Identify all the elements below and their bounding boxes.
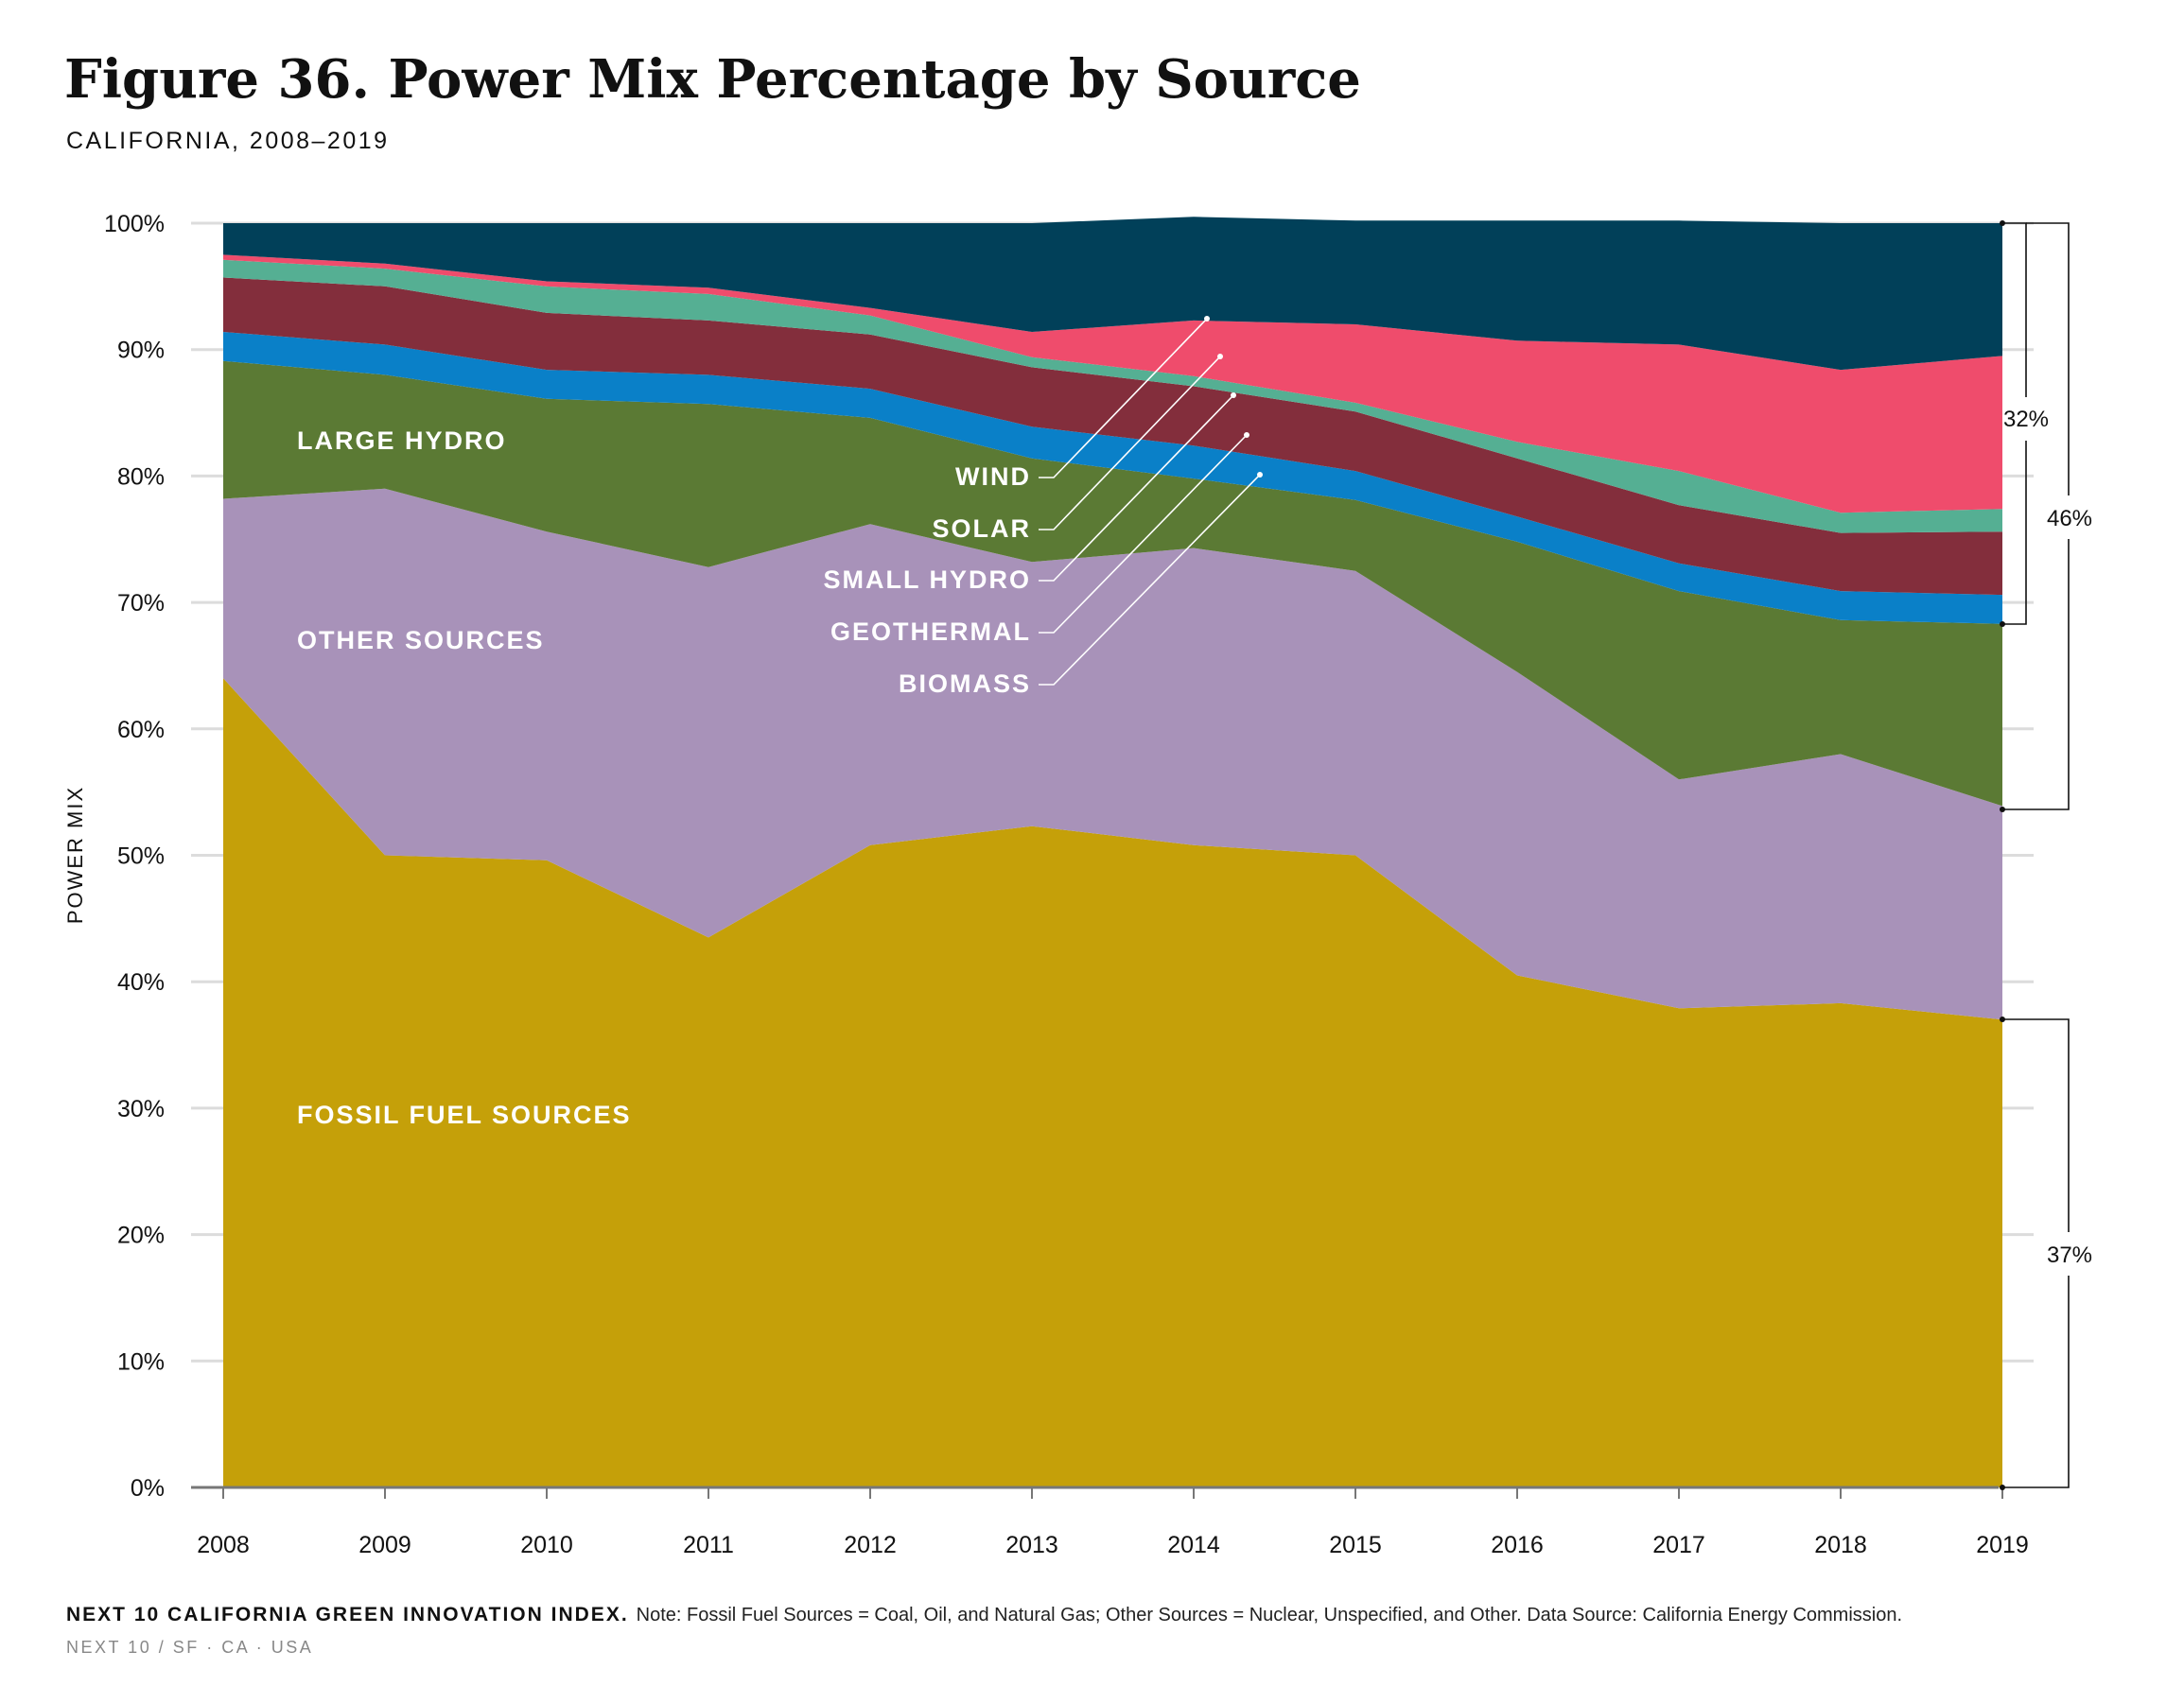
y-tick-label: 80%: [117, 463, 165, 490]
bracket-label-bg: [2043, 495, 2096, 539]
bracket-label-bottom: 37%: [2047, 1243, 2092, 1268]
stacked-areas: [223, 217, 2002, 1487]
callout-line-biomass: [1039, 474, 1261, 686]
y-tick-label: 70%: [117, 590, 165, 617]
y-tick-label: 60%: [117, 717, 165, 743]
callout-line-wind: [1039, 318, 1208, 478]
x-tick-label: 2008: [197, 1532, 250, 1558]
footer-org: NEXT 10 / SF · CA · USA: [66, 1638, 313, 1657]
x-tick-label: 2009: [358, 1532, 411, 1558]
callout-line-geothermal: [1039, 434, 1248, 634]
callouts: WIND SOLAR SMALL HYDRO GEOTHERMAL BIOMAS…: [823, 316, 1263, 698]
bracket-dot: [2000, 807, 2005, 812]
x-tick-label: 2019: [1976, 1532, 2029, 1558]
callout-biomass: BIOMASS: [899, 669, 1031, 698]
y-tick-label: 100%: [104, 211, 165, 237]
y-tick-label: 50%: [117, 843, 165, 870]
area-other-sources: [223, 488, 2002, 1020]
callout-dot-biomass: [1257, 472, 1263, 478]
area-geothermal: [223, 277, 2002, 596]
callout-line-small-hydro: [1039, 394, 1234, 582]
y-tick-label: 0%: [131, 1475, 165, 1502]
footer-note: Note: Fossil Fuel Sources = Coal, Oil, a…: [637, 1605, 1902, 1625]
area-large-hydro: [223, 360, 2002, 807]
x-tick-label: 2015: [1329, 1532, 1382, 1558]
chart-title: Figure 36. Power Mix Percentage by Sourc…: [64, 48, 1361, 111]
y-axis-ticks: 0% 10% 20% 30% 40% 50% 60% 70% 80% 90% 100%: [104, 211, 165, 1502]
x-tick-label: 2013: [1005, 1532, 1058, 1558]
callout-dot-solar: [1217, 354, 1223, 359]
bracket-label-bg: [2043, 1232, 2096, 1276]
area-solar: [223, 254, 2002, 513]
callout-geothermal: GEOTHERMAL: [830, 617, 1031, 646]
bracket-label-top: 32%: [2003, 407, 2049, 432]
area-biomass: [223, 332, 2002, 624]
x-tick-label: 2011: [683, 1532, 734, 1558]
x-tick-label: 2017: [1652, 1532, 1705, 1558]
callout-small-hydro: SMALL HYDRO: [823, 565, 1031, 594]
callout-line-solar: [1039, 356, 1221, 530]
y-tick-label: 10%: [117, 1348, 165, 1375]
y-tick-label: 90%: [117, 338, 165, 364]
x-tick-label: 2014: [1167, 1532, 1220, 1558]
x-tick-label: 2018: [1814, 1532, 1867, 1558]
footer-source: NEXT 10 CALIFORNIA GREEN INNOVATION INDE…: [66, 1604, 1902, 1625]
x-tick-label: 2012: [844, 1532, 897, 1558]
y-axis-label: POWER MIX: [63, 786, 87, 924]
bracket-label-middle: 46%: [2047, 506, 2092, 531]
callout-solar: SOLAR: [933, 514, 1032, 543]
bracket-label-bg: [2003, 397, 2049, 441]
x-tick-label: 2010: [520, 1532, 573, 1558]
callout-dot-small-hydro: [1231, 392, 1236, 398]
callout-dot-geothermal: [1244, 432, 1249, 438]
bracket-dot: [2000, 1017, 2005, 1022]
y-tick-label: 30%: [117, 1096, 165, 1122]
label-large-hydro: LARGE HYDRO: [297, 426, 507, 455]
y-tick-label: 40%: [117, 969, 165, 996]
area-wind: [223, 217, 2002, 371]
callout-wind: WIND: [955, 462, 1031, 491]
chart-subtitle: CALIFORNIA, 2008–2019: [66, 128, 390, 154]
bracket-dot: [2000, 220, 2005, 226]
callout-dot-wind: [1204, 316, 1210, 322]
x-tick-label: 2016: [1491, 1532, 1544, 1558]
footer-source-bold: NEXT 10 CALIFORNIA GREEN INNOVATION INDE…: [66, 1604, 629, 1625]
area-fossil-fuel-sources: [223, 678, 2002, 1487]
bracket-dot: [2000, 621, 2005, 627]
label-other-sources: OTHER SOURCES: [297, 626, 545, 654]
label-fossil-fuel: FOSSIL FUEL SOURCES: [297, 1101, 632, 1129]
bracket-dot: [2000, 1485, 2005, 1490]
x-axis-ticks: 2008 2009 2010 2011 2012 2013 2014 2015 2016 2017…: [197, 1487, 2029, 1558]
y-tick-label: 20%: [117, 1223, 165, 1249]
area-small-hydro: [223, 259, 2002, 533]
